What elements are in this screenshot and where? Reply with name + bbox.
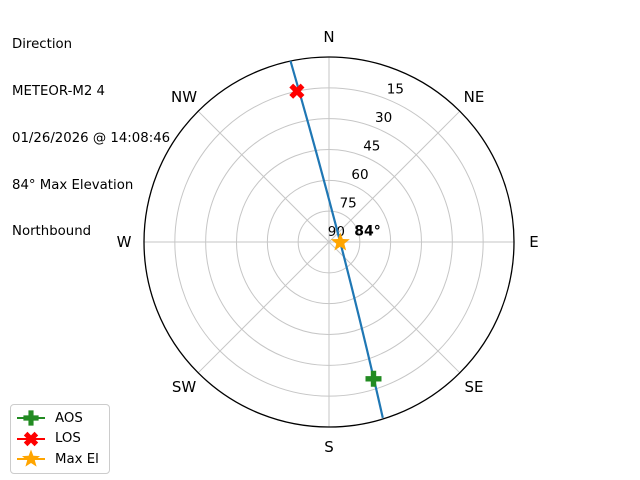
legend-label-max-el: Max El: [55, 451, 99, 467]
max-elevation-annotation: 84°: [354, 223, 380, 239]
max-elevation-text: 84° Max Elevation: [12, 177, 134, 193]
legend-label-los: LOS: [55, 431, 81, 447]
pass-direction: Northbound: [12, 224, 92, 240]
compass-label-w: W: [117, 233, 132, 251]
pass-timestamp: 01/26/2026 @ 14:08:46: [12, 130, 171, 146]
max-el-marker: [330, 232, 350, 251]
compass-label-sw: SW: [172, 378, 197, 396]
elevation-ring-60: [266, 179, 392, 305]
elevation-tick-label-30: 30: [375, 110, 392, 126]
pass-info: Direction METEOR-M2 4 01/26/2026 @ 14:08…: [12, 6, 170, 271]
los-legend-marker: [23, 431, 39, 446]
elevation-tick-label-15: 15: [387, 82, 404, 98]
compass-label-se: SE: [464, 378, 483, 396]
aos-marker: [365, 370, 382, 387]
compass-label-n: N: [323, 28, 334, 46]
elevation-tick-label-45: 45: [363, 139, 380, 155]
elevation-ring-75: [297, 210, 361, 274]
los-x-marker-icon: [17, 431, 45, 446]
chart-title: Direction: [12, 37, 73, 53]
aos-plus-marker-icon: [17, 410, 45, 426]
legend-item-aos: AOS: [15, 408, 99, 429]
compass-label-nw: NW: [171, 88, 197, 106]
compass-label-e: E: [529, 233, 538, 251]
legend-item-los: LOS: [15, 429, 99, 450]
los-marker: [289, 83, 305, 99]
elevation-tick-label-60: 60: [351, 167, 368, 183]
max-el-star-marker-icon: [17, 449, 45, 467]
elevation-ring-45: [236, 149, 422, 335]
elevation-ring-30: [205, 118, 453, 366]
aos-legend-marker: [23, 410, 39, 426]
compass-label-s: S: [324, 438, 334, 456]
horizon-circle: [143, 56, 515, 428]
elevation-ring-15: [174, 87, 484, 397]
legend-label-aos: AOS: [55, 410, 83, 426]
legend: AOS LOS Max El: [10, 404, 110, 474]
elevation-tick-label-75: 75: [340, 196, 357, 212]
compass-label-ne: NE: [464, 88, 485, 106]
satellite-name: METEOR-M2 4: [12, 83, 105, 99]
max-el-legend-marker: [21, 449, 41, 467]
legend-item-max-el: Max El: [15, 449, 99, 470]
